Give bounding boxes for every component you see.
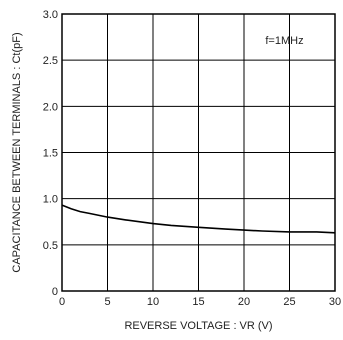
- y-tick-label: 1.5: [43, 148, 58, 160]
- y-tick-label: 0: [52, 286, 58, 298]
- x-tick-labels: 0 5 10 15 20 25 30: [59, 296, 341, 308]
- x-tick-label: 20: [238, 296, 250, 308]
- y-tick-labels: 0 0.5 1.0 1.5 2.0 2.5 3.0: [43, 9, 58, 298]
- x-tick-label: 10: [147, 296, 159, 308]
- x-tick-label: 15: [192, 296, 204, 308]
- grid: [62, 14, 335, 291]
- y-tick-label: 0.5: [43, 240, 58, 252]
- y-tick-label: 3.0: [43, 9, 58, 21]
- x-tick-label: 0: [59, 296, 65, 308]
- frequency-annotation: f=1MHz: [265, 35, 303, 47]
- x-axis-label: REVERSE VOLTAGE : VR (V): [124, 320, 272, 332]
- y-axis-label: CAPACITANCE BETWEEN TERMINALS : Ct(pF): [11, 32, 23, 272]
- y-tick-label: 2.5: [43, 55, 58, 67]
- x-tick-label: 30: [329, 296, 341, 308]
- capacitance-curve: [61, 204, 336, 234]
- y-tick-label: 2.0: [43, 101, 58, 113]
- y-tick-label: 1.0: [43, 194, 58, 206]
- x-tick-label: 5: [104, 296, 110, 308]
- plot-frame: [61, 13, 336, 292]
- x-tick-label: 25: [283, 296, 295, 308]
